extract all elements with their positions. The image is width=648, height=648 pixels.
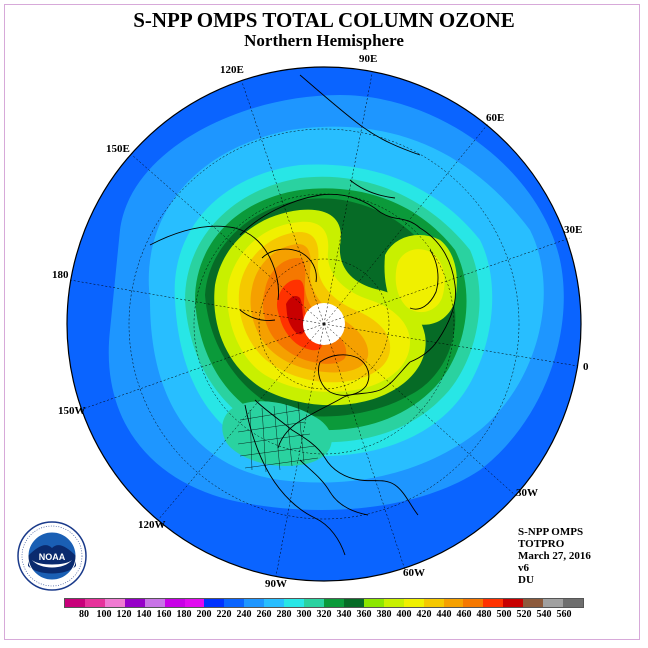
colorbar-tick-label: 500 — [496, 609, 512, 620]
colorbar-tick-label: 160 — [156, 609, 172, 620]
colorbar-tick-label: 120 — [116, 609, 132, 620]
colorbar-swatch — [104, 599, 125, 607]
colorbar-swatch — [304, 599, 324, 607]
info-version: v6 — [518, 562, 529, 574]
colorbar-tick-label: 320 — [316, 609, 332, 620]
colorbar-tick-label: 80 — [79, 609, 89, 620]
colorbar-tick-label: 200 — [196, 609, 212, 620]
noaa-logo: NOAA — [16, 520, 88, 592]
colorbar-tick-label: 140 — [136, 609, 152, 620]
page-title: S-NPP OMPS TOTAL COLUMN OZONE — [133, 8, 515, 32]
colorbar-tick-label: 300 — [296, 609, 312, 620]
colorbar-tick-label: 560 — [556, 609, 572, 620]
colorbar-swatch — [543, 599, 564, 607]
colorbar-tick-label: 100 — [96, 609, 112, 620]
lon-label-0: 0 — [583, 361, 589, 373]
colorbar-tick-label: 260 — [256, 609, 272, 620]
colorbar-swatch — [204, 599, 225, 607]
colorbar-tick-label: 220 — [216, 609, 232, 620]
colorbar-swatch — [264, 599, 285, 607]
colorbar-tick-label: 240 — [236, 609, 252, 620]
colorbar-swatch — [523, 599, 544, 607]
colorbar-tick-label: 180 — [176, 609, 192, 620]
colorbar-swatch — [244, 599, 265, 607]
logo-wordmark: NOAA — [39, 552, 66, 562]
colorbar-swatch — [323, 599, 344, 607]
colorbar-tick-label: 440 — [436, 609, 452, 620]
info-unit: DU — [518, 574, 534, 586]
page-subtitle: Northern Hemisphere — [244, 31, 404, 50]
colorbar-tick-label: 460 — [456, 609, 472, 620]
colorbar-labels: 80 100 120 140 160 180 200 220 240 260 280 300 320 34… — [52, 609, 596, 621]
lon-label-150e: 150E — [106, 143, 130, 155]
lon-label-90e: 90E — [359, 53, 377, 65]
lon-label-60w: 60W — [403, 567, 425, 579]
info-product: TOTPRO — [518, 538, 565, 550]
colorbar-swatch — [383, 599, 404, 607]
lon-label-120e: 120E — [220, 64, 244, 76]
colorbar-tick-label: 520 — [516, 609, 532, 620]
colorbar-swatch — [144, 599, 165, 607]
lon-label-90w: 90W — [265, 578, 287, 590]
colorbar-swatch — [443, 599, 464, 607]
colorbar-tick-label: 420 — [416, 609, 432, 620]
colorbar-swatch — [403, 599, 424, 607]
colorbar-swatch — [164, 599, 185, 607]
figure-frame — [4, 4, 640, 640]
colorbar-swatch — [224, 599, 245, 607]
colorbar-swatch — [483, 599, 504, 607]
colorbar-swatch — [284, 599, 305, 607]
colorbar-swatch — [65, 599, 85, 607]
lon-label-150w: 150W — [58, 405, 86, 417]
colorbar-tick-label: 340 — [336, 609, 352, 620]
longitude-labels: 90E 60E 30E 0 30W 60W 90W 120W 150W 180 … — [52, 53, 589, 590]
lon-label-30w: 30W — [516, 487, 538, 499]
colorbar-tick-label: 540 — [536, 609, 552, 620]
colorbar-tick-label: 360 — [356, 609, 372, 620]
data-grid-overlay — [237, 401, 319, 473]
lon-label-30e: 30E — [564, 224, 582, 236]
lon-label-60e: 60E — [486, 112, 504, 124]
colorbar-swatch — [84, 599, 105, 607]
graticule — [69, 73, 579, 577]
info-satellite: S-NPP OMPS — [518, 526, 584, 538]
colorbar — [64, 598, 584, 608]
lon-label-120w: 120W — [138, 519, 166, 531]
colorbar-tick-label: 380 — [376, 609, 392, 620]
product-info: S-NPP OMPS TOTPRO March 27, 2016 v6 DU — [518, 526, 591, 586]
colorbar-swatch — [124, 599, 145, 607]
colorbar-swatch — [343, 599, 364, 607]
colorbar-tick-label: 280 — [276, 609, 292, 620]
colorbar-tick-label: 400 — [396, 609, 412, 620]
colorbar-swatch — [184, 599, 205, 607]
colorbar-tick-label: 480 — [476, 609, 492, 620]
info-date: March 27, 2016 — [518, 550, 591, 562]
lon-label-180: 180 — [52, 269, 69, 281]
coastlines — [149, 74, 456, 556]
colorbar-swatch — [463, 599, 484, 607]
colorbar-swatch — [563, 599, 583, 607]
colorbar-swatch — [503, 599, 524, 607]
colorbar-swatch — [363, 599, 384, 607]
noaa-seal-icon: NOAA — [17, 521, 87, 591]
colorbar-swatch — [423, 599, 444, 607]
